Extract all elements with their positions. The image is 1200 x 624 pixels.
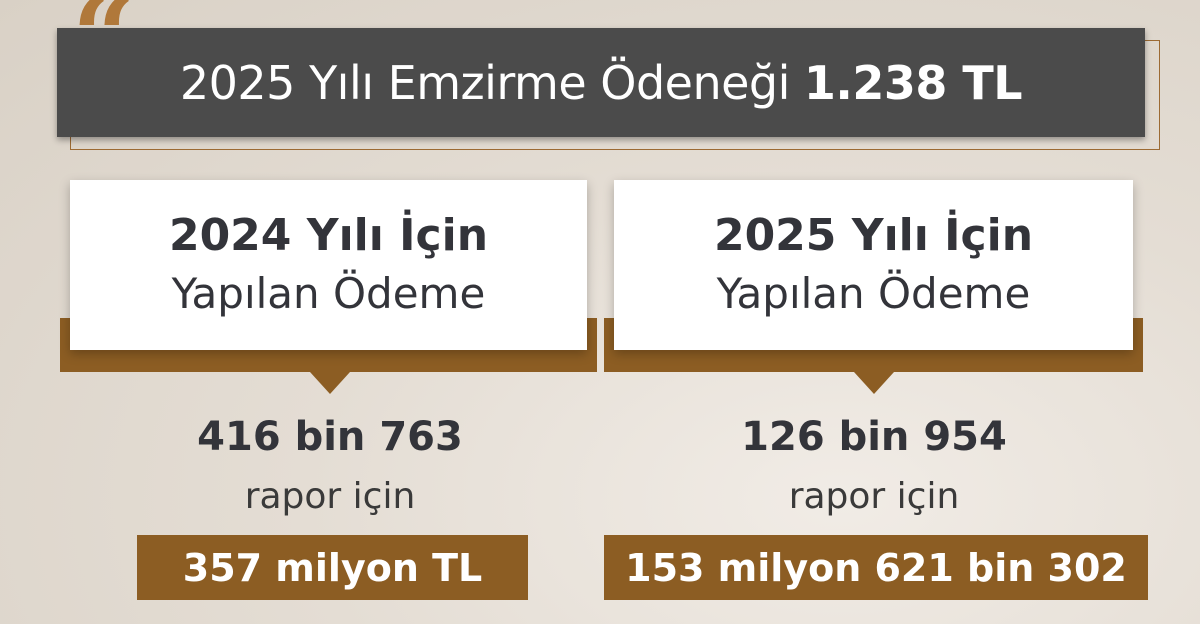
card-subheading: Yapılan Ödeme: [171, 269, 486, 318]
title-banner: 2025 Yılı Emzirme Ödeneği 1.238 TL: [57, 28, 1145, 137]
card-subheading: Yapılan Ödeme: [716, 269, 1031, 318]
report-count-2025: 126 bin 954: [741, 414, 1007, 460]
report-label-2025: rapor için: [788, 476, 960, 517]
card-2025: 2025 Yılı İçin Yapılan Ödeme: [614, 180, 1133, 350]
quote-mark-icon: “: [72, 0, 136, 101]
card-heading: 2025 Yılı İçin: [713, 210, 1034, 261]
report-label-2024: rapor için: [244, 476, 416, 517]
title-amount: 1.238 TL: [803, 55, 1023, 110]
amount-2025: 153 milyon 621 bin 302: [604, 535, 1148, 600]
amount-2024: 357 milyon TL: [137, 535, 528, 600]
card-heading: 2024 Yılı İçin: [168, 210, 489, 261]
title-text: 2025 Yılı Emzirme Ödeneği: [179, 55, 791, 110]
pointer-triangle-2024: [310, 372, 350, 394]
card-2024: 2024 Yılı İçin Yapılan Ödeme: [70, 180, 587, 350]
pointer-triangle-2025: [854, 372, 894, 394]
report-count-2024: 416 bin 763: [197, 414, 463, 460]
